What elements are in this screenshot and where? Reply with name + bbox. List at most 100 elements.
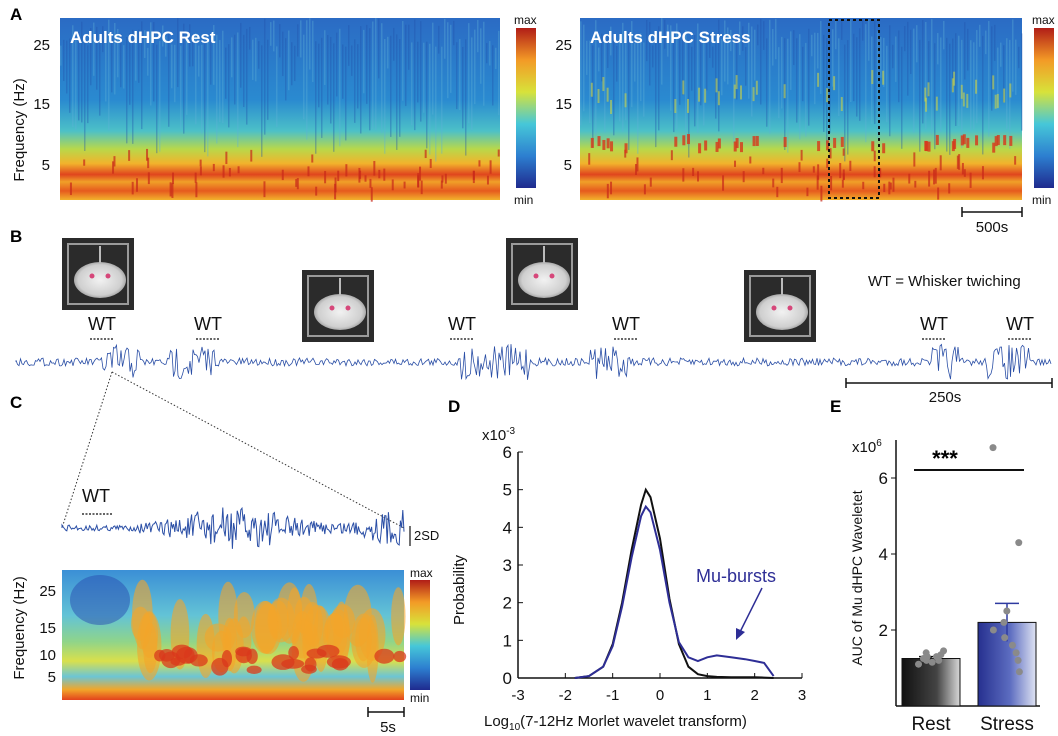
colorbar-a-right bbox=[1034, 28, 1054, 188]
zoom-line-left bbox=[61, 371, 113, 529]
panel-letter-b: B bbox=[10, 227, 22, 246]
scalebar-250s-label: 250s bbox=[929, 389, 962, 406]
spectrogram-stress-title: Adults dHPC Stress bbox=[590, 28, 751, 47]
rat-photo bbox=[506, 238, 578, 310]
rat-photo bbox=[302, 270, 374, 342]
panel-a: A Frequency (Hz) 25 15 5 Adults dHPC Res… bbox=[10, 5, 1055, 236]
panel-e: E x106 AUC of Mu dHPC Waveletet 2 4 6 Rest S… bbox=[830, 397, 1040, 735]
colorbar-c bbox=[410, 580, 430, 690]
panel-d-ytick: 4 bbox=[503, 518, 512, 537]
panel-d-ytick: 1 bbox=[503, 631, 512, 650]
rat-icon bbox=[74, 262, 126, 298]
panel-d-xtick: -1 bbox=[606, 687, 619, 704]
colorbar-a-right-max: max bbox=[1032, 13, 1055, 27]
panel-a-right-ytick-25: 25 bbox=[555, 37, 572, 54]
data-point bbox=[1015, 668, 1023, 676]
zoomed-trace bbox=[61, 506, 405, 549]
data-point bbox=[915, 660, 923, 668]
panel-b: B WT = Whisker twiching WT WT WT WT WT WT 250… bbox=[10, 227, 1053, 406]
panel-e-ytick: 2 bbox=[879, 621, 888, 640]
colorbar-c-max: max bbox=[410, 566, 433, 580]
series-stress-line bbox=[574, 504, 775, 679]
panel-d-ytick: 0 bbox=[503, 669, 512, 688]
panel-b-legend: WT = Whisker twiching bbox=[868, 273, 1021, 290]
spectrogram-rest-streaks bbox=[60, 18, 500, 202]
wt-label: WT bbox=[448, 314, 476, 334]
mu-bursts-annotation: Mu-bursts bbox=[696, 566, 776, 586]
rat-icon bbox=[518, 262, 570, 298]
scalebar-5s-label: 5s bbox=[380, 719, 396, 736]
data-point bbox=[1003, 607, 1011, 615]
panel-c-wt-label: WT bbox=[82, 486, 110, 506]
panel-d: D x10-3 Probability -3 -2 -1 0 1 2 3 0 1 2 3 4 5 6 Mu… bbox=[448, 397, 806, 733]
wt-label: WT bbox=[1006, 314, 1034, 334]
panel-e-ylabel: AUC of Mu dHPC Waveletet bbox=[849, 490, 865, 665]
panel-e-ytick: 4 bbox=[879, 545, 888, 564]
panel-a-right-ytick-15: 15 bbox=[555, 96, 572, 113]
panel-e-axes: 2 4 6 Rest Stress bbox=[879, 440, 1040, 735]
panel-d-ytick: 3 bbox=[503, 556, 512, 575]
panel-letter-a: A bbox=[10, 5, 22, 24]
panel-e-ytick: 6 bbox=[879, 469, 888, 488]
panel-a-right-ytick-5: 5 bbox=[564, 157, 572, 174]
bar-rest bbox=[901, 658, 961, 707]
spectrogram-rest bbox=[60, 18, 500, 200]
data-point bbox=[1014, 656, 1022, 664]
panel-letter-d: D bbox=[448, 397, 460, 416]
wt-labels: WT WT WT WT WT WT bbox=[88, 314, 1034, 340]
panel-d-xtick: 2 bbox=[750, 687, 758, 704]
data-point bbox=[1015, 539, 1023, 547]
colorbar-a-left-min: min bbox=[514, 193, 533, 207]
rat-icon bbox=[314, 294, 366, 330]
panel-d-ytick: 6 bbox=[503, 443, 512, 462]
colorbar-c-min: min bbox=[410, 691, 429, 705]
panel-d-xtick: 3 bbox=[798, 687, 806, 704]
bar-label-stress: Stress bbox=[980, 714, 1034, 735]
data-point bbox=[940, 647, 948, 655]
panel-c-ytick-5: 5 bbox=[48, 669, 56, 686]
panel-a-ytick-5: 5 bbox=[42, 157, 50, 174]
panel-letter-e: E bbox=[830, 397, 841, 416]
colorbar-a-left-max: max bbox=[514, 13, 537, 27]
spectrogram-stress-streaks bbox=[580, 18, 1023, 202]
panel-c-ytick-10: 10 bbox=[39, 647, 56, 664]
zoom-line-right bbox=[111, 371, 405, 529]
panel-a-ylabel: Frequency (Hz) bbox=[11, 78, 28, 181]
panel-letter-c: C bbox=[10, 393, 22, 412]
panel-d-xtick: 1 bbox=[703, 687, 711, 704]
panel-c: C WT 2SD Frequency (Hz) 25 15 10 5 max m… bbox=[10, 371, 439, 736]
panel-a-ytick-25: 25 bbox=[33, 37, 50, 54]
wt-label: WT bbox=[920, 314, 948, 334]
wt-label: WT bbox=[88, 314, 116, 334]
stress-highlight-box bbox=[828, 19, 880, 199]
panel-d-xtick: 0 bbox=[656, 687, 664, 704]
mu-bursts-arrow bbox=[739, 587, 763, 633]
colorbar-a-right-min: min bbox=[1032, 193, 1051, 207]
panel-d-axes: -3 -2 -1 0 1 2 3 0 1 2 3 4 5 6 bbox=[503, 443, 807, 704]
colorbar-a-left bbox=[516, 28, 536, 188]
wt-label: WT bbox=[194, 314, 222, 334]
data-point bbox=[1008, 641, 1016, 649]
panel-d-xlabel: Log10(7-12Hz Morlet wavelet transform) bbox=[484, 713, 747, 733]
panel-d-multiplier: x10-3 bbox=[482, 426, 516, 444]
rat-icon bbox=[756, 294, 808, 330]
panel-c-ytick-15: 15 bbox=[39, 620, 56, 637]
rat-photo bbox=[744, 270, 816, 342]
panel-c-ylabel: Frequency (Hz) bbox=[11, 576, 28, 679]
data-point bbox=[989, 626, 997, 634]
emg-trace bbox=[15, 343, 1052, 381]
scalebar-500s-label: 500s bbox=[976, 219, 1009, 236]
data-point bbox=[1001, 634, 1009, 642]
panel-d-ylabel: Probability bbox=[451, 554, 468, 625]
panel-d-xtick: -3 bbox=[511, 687, 524, 704]
rat-photos bbox=[62, 238, 816, 342]
wavelet-blobs bbox=[70, 575, 407, 683]
rat-photo bbox=[62, 238, 134, 310]
data-point bbox=[989, 444, 997, 452]
significance-stars: *** bbox=[932, 446, 958, 471]
data-point bbox=[923, 653, 931, 661]
panel-e-multiplier: x106 bbox=[852, 438, 882, 456]
panel-c-ytick-25: 25 bbox=[39, 583, 56, 600]
panel-d-ytick: 2 bbox=[503, 594, 512, 613]
